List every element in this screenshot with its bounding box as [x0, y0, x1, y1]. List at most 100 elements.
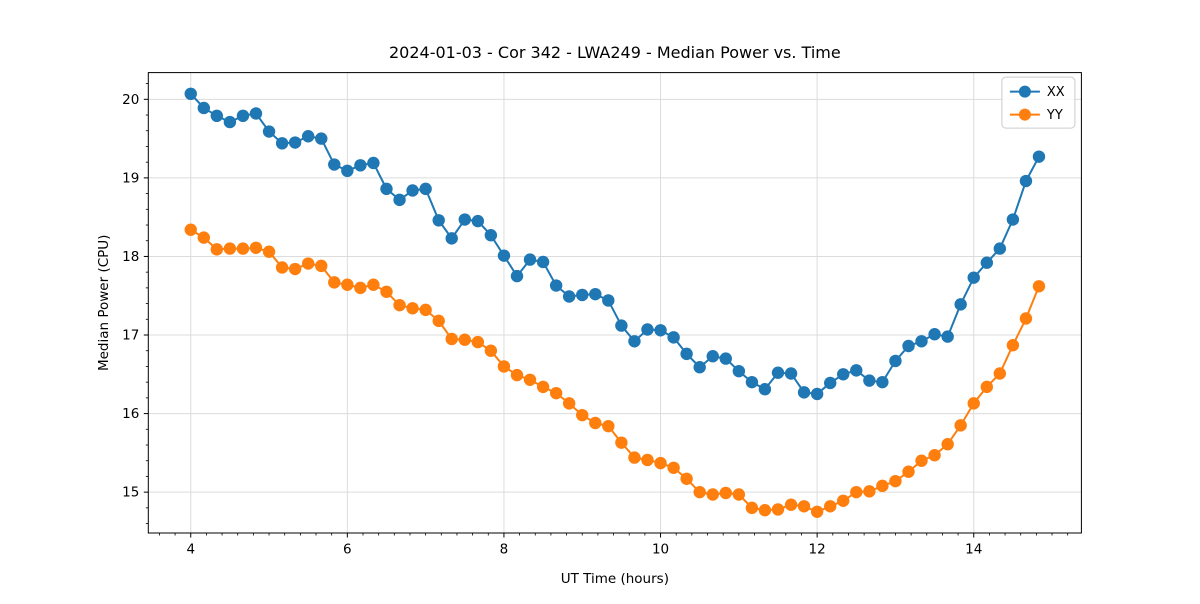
data-point-yy — [484, 344, 498, 357]
data-point-yy — [223, 242, 237, 255]
legend-label-yy: YY — [1046, 108, 1063, 123]
data-point-xx — [1006, 213, 1020, 226]
data-point-xx — [484, 229, 498, 242]
data-point-yy — [471, 335, 485, 349]
data-point-yy — [354, 281, 367, 295]
data-point-yy — [197, 231, 211, 244]
data-point-yy — [497, 360, 511, 373]
data-point-yy — [536, 380, 550, 394]
data-point-yy — [732, 488, 746, 501]
x-tick-label: 14 — [965, 542, 982, 558]
data-point-yy — [576, 408, 589, 422]
data-point-xx — [562, 290, 576, 303]
data-point-xx — [837, 368, 850, 381]
data-point-yy — [667, 461, 680, 474]
chart-title: 2024-01-03 - Cor 342 - LWA249 - Median P… — [389, 43, 841, 62]
data-point-xx — [941, 330, 954, 343]
data-point-xx — [406, 184, 419, 197]
data-point-xx — [902, 339, 915, 353]
data-point-yy — [654, 456, 667, 470]
data-point-yy — [562, 397, 576, 410]
data-point-xx — [889, 354, 902, 368]
data-point-yy — [589, 416, 602, 430]
data-point-yy — [810, 505, 824, 518]
x-tick-label: 12 — [809, 542, 826, 558]
data-point-xx — [432, 214, 445, 227]
data-point-xx — [967, 271, 980, 284]
x-tick-label: 4 — [186, 542, 195, 558]
data-point-yy — [745, 501, 759, 515]
data-point-xx — [641, 323, 654, 336]
data-point-xx — [628, 335, 641, 348]
data-point-yy — [602, 419, 615, 433]
data-point-yy — [889, 474, 902, 488]
data-point-xx — [706, 350, 719, 363]
data-point-xx — [497, 249, 511, 262]
data-point-yy — [406, 302, 419, 315]
data-point-xx — [589, 287, 602, 301]
data-point-xx — [223, 115, 237, 129]
data-point-xx — [523, 253, 537, 266]
data-point-yy — [445, 332, 458, 346]
data-point-yy — [262, 245, 276, 258]
data-point-xx — [510, 269, 524, 283]
data-point-yy — [706, 488, 719, 501]
data-point-xx — [602, 294, 615, 307]
data-point-yy — [954, 419, 967, 432]
data-point-yy — [641, 453, 654, 467]
data-point-xx — [928, 328, 941, 341]
data-point-yy — [928, 449, 941, 462]
data-point-yy — [341, 278, 354, 291]
data-point-xx — [1019, 174, 1033, 188]
legend-label-xx: XX — [1047, 85, 1065, 100]
data-point-yy — [184, 223, 197, 236]
data-point-xx — [249, 107, 263, 120]
y-tick-label: 19 — [122, 170, 139, 186]
data-point-yy — [758, 504, 772, 517]
data-point-xx — [576, 288, 589, 302]
data-point-xx — [341, 164, 354, 178]
data-point-xx — [328, 158, 341, 171]
data-point-xx — [445, 232, 458, 245]
data-point-xx — [863, 374, 876, 387]
data-point-yy — [419, 303, 432, 317]
data-point-yy — [275, 261, 289, 274]
data-point-yy — [824, 500, 837, 513]
data-point-xx — [393, 193, 406, 207]
data-point-yy — [380, 285, 393, 298]
data-point-xx — [758, 383, 772, 396]
data-point-yy — [771, 503, 785, 516]
data-point-xx — [797, 386, 811, 399]
x-tick-label: 10 — [652, 542, 669, 558]
data-point-yy — [549, 386, 563, 400]
data-point-yy — [993, 367, 1007, 380]
data-point-xx — [954, 298, 967, 311]
data-point-xx — [471, 214, 485, 228]
data-point-yy — [1019, 312, 1033, 325]
data-point-yy — [288, 262, 302, 276]
data-point-xx — [275, 137, 289, 150]
y-tick-label: 18 — [122, 249, 139, 265]
data-point-yy — [328, 276, 341, 289]
y-tick-label: 15 — [122, 485, 139, 501]
data-point-xx — [380, 182, 393, 196]
y-tick-label: 16 — [122, 406, 139, 422]
data-point-xx — [419, 182, 432, 196]
data-point-yy — [301, 257, 315, 270]
data-point-xx — [354, 159, 367, 172]
data-point-xx — [771, 366, 785, 379]
data-point-xx — [850, 364, 863, 377]
data-point-yy — [941, 438, 954, 451]
data-point-yy — [249, 241, 263, 254]
data-point-yy — [432, 314, 445, 328]
data-point-xx — [315, 132, 328, 145]
data-point-xx — [784, 367, 798, 380]
data-point-xx — [301, 130, 315, 143]
data-point-yy — [628, 451, 641, 464]
data-point-xx — [980, 256, 994, 269]
data-point-yy — [367, 278, 380, 291]
data-point-xx — [915, 335, 928, 348]
data-point-yy — [902, 465, 915, 478]
data-point-yy — [315, 259, 328, 273]
data-point-xx — [210, 109, 224, 123]
